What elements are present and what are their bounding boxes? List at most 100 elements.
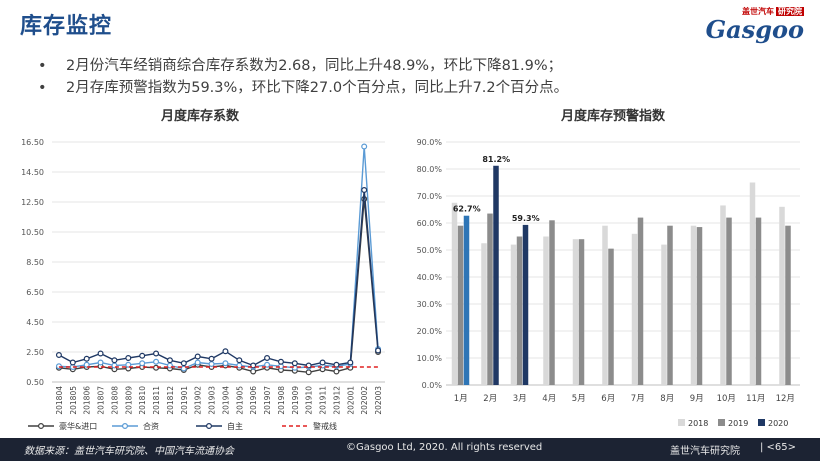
left-xtick-label: 201906 (249, 386, 258, 415)
series-line-豪华&进口 (58, 198, 379, 374)
chart-right-title: 月度库存预警指数 (560, 108, 666, 124)
right-ytick-label: 80.0% (417, 165, 443, 174)
left-xtick-label: 201909 (291, 386, 300, 415)
series-point (319, 359, 326, 366)
series-point (347, 359, 354, 366)
legend-label: 豪华&进口 (59, 421, 97, 431)
series-point (222, 360, 229, 367)
footer-copyright: ©Gasgoo Ltd, 2020. All rights reserved (346, 442, 543, 453)
legend-label: 合资 (143, 421, 159, 431)
right-ytick-label: 40.0% (417, 273, 443, 282)
left-xtick-label: 201804 (55, 386, 64, 415)
left-ytick-label: 14.50 (21, 168, 44, 177)
right-ytick-label: 0.0% (422, 381, 443, 390)
series-point (125, 361, 132, 368)
legend-swatch (678, 419, 685, 426)
bar-2019-3月 (516, 236, 523, 385)
right-ytick-label: 30.0% (417, 300, 443, 309)
bar-2018-3月 (510, 244, 517, 385)
bar-2018-9月 (690, 225, 697, 385)
legend-swatch (758, 419, 765, 426)
inventory-coefficient-chart: 月度库存系数 16.50 14.50 12.50 10.50 8.50 6.50 4.50 2… (21, 108, 385, 431)
left-ytick-label: 16.50 (21, 138, 44, 147)
series-point (97, 350, 104, 357)
right-ytick-label: 10.0% (417, 354, 443, 363)
left-xtick-label: 201811 (152, 386, 161, 415)
series-point (277, 358, 284, 365)
left-ytick-label: 8.50 (26, 258, 44, 267)
bar-2019-4月 (549, 220, 555, 385)
series-point (208, 355, 215, 362)
left-xtick-label: 201810 (138, 386, 147, 415)
left-xtick-label: 201807 (97, 386, 106, 415)
series-point (264, 355, 271, 362)
bar-2019-8月 (667, 225, 673, 385)
left-ytick-label: 4.50 (26, 318, 44, 327)
series-point (291, 360, 298, 367)
left-xtick-label: 202003 (374, 386, 383, 415)
right-xtick-label: 6月 (601, 394, 615, 404)
left-ytick-label: 12.50 (21, 198, 44, 207)
bar-2019-5月 (578, 239, 585, 385)
right-xtick-label: 10月 (717, 394, 736, 404)
left-xtick-label: 201907 (263, 386, 272, 415)
left-xtick-label: 201812 (166, 386, 175, 415)
right-ytick-label: 60.0% (417, 219, 443, 228)
bar-2019-10月 (726, 217, 732, 385)
right-xtick-label: 8月 (660, 394, 674, 404)
bar-2018-12月 (779, 206, 785, 385)
bar-2018-11月 (749, 182, 756, 385)
right-xtick-label: 1月 (454, 394, 468, 404)
left-xtick-label: 201809 (124, 386, 133, 415)
left-xtick-label: 201901 (180, 386, 189, 415)
bar-2019-2月 (487, 213, 493, 385)
series-point (208, 361, 215, 368)
left-xtick-label: 201808 (110, 386, 119, 415)
series-point (361, 186, 368, 193)
series-point (194, 353, 201, 360)
legend-label: 2018 (688, 419, 708, 428)
logo-top-text: 盖世汽车 (742, 7, 774, 16)
bar-2020-1月 (463, 215, 470, 385)
legend-marker (37, 423, 44, 430)
legend-swatch (718, 419, 725, 426)
right-xtick-label: 2月 (483, 394, 497, 404)
series-point (111, 357, 118, 364)
legend-marker (121, 423, 128, 430)
right-ytick-label: 50.0% (417, 246, 443, 255)
legend-label: 2019 (728, 419, 748, 428)
right-xtick-label: 9月 (690, 394, 704, 404)
right-ytick-label: 20.0% (417, 327, 443, 336)
left-xtick-label: 201806 (83, 386, 92, 415)
series-point (222, 348, 229, 355)
bar-2018-8月 (661, 244, 667, 385)
series-point (250, 362, 257, 369)
bar-2020-2月 (493, 165, 499, 385)
left-xtick-label: 202001 (346, 386, 355, 415)
left-xtick-label: 201911 (319, 386, 328, 415)
bar-2018-6月 (602, 225, 608, 385)
series-point (139, 352, 146, 359)
bar-data-label: 59.3% (512, 214, 540, 223)
left-xtick-label: 201905 (235, 386, 244, 415)
series-point (361, 143, 368, 150)
series-line-自主 (58, 189, 379, 367)
gasgoo-logo: 盖世汽车 研究院 Gasgoo (696, 6, 804, 46)
series-point (97, 359, 104, 366)
series-point (194, 359, 201, 366)
bar-2018-4月 (543, 236, 549, 385)
bar-2019-12月 (785, 225, 791, 385)
left-xtick-label: 201805 (69, 386, 78, 415)
bar-data-label: 62.7% (453, 205, 481, 214)
footer-bar: 数据来源：盖世汽车研究院、中国汽车流通协会 ©Gasgoo Ltd, 2020.… (0, 438, 820, 461)
right-xtick-label: 7月 (631, 394, 645, 404)
bar-2019-7月 (637, 217, 644, 385)
bar-2019-9月 (696, 227, 703, 385)
bar-2018-1月 (451, 202, 458, 385)
series-point (166, 357, 173, 364)
series-point (375, 347, 382, 354)
legend-label: 自主 (227, 421, 243, 431)
left-xtick-label: 201908 (277, 386, 286, 415)
left-xtick-label: 202002 (360, 386, 369, 415)
bar-2018-5月 (572, 239, 579, 385)
